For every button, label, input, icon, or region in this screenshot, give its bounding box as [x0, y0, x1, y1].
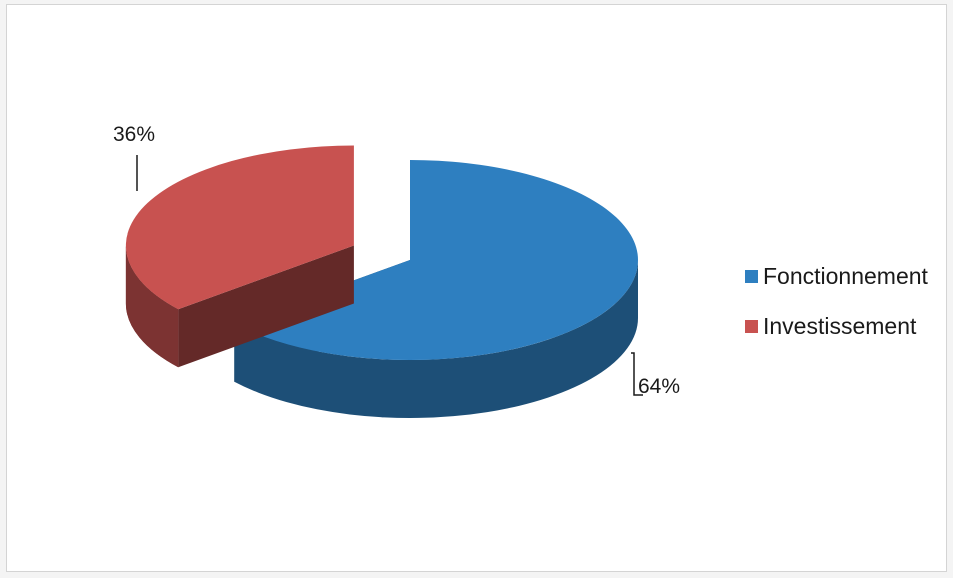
- legend: Fonctionnement Investissement: [745, 261, 928, 361]
- legend-item-fonctionnement: Fonctionnement: [745, 261, 928, 291]
- slice-investissement: [125, 145, 354, 368]
- legend-item-investissement: Investissement: [745, 311, 928, 341]
- data-label-investissement: 36%: [113, 123, 155, 146]
- chart-area: 64% 36% Fonctionnement Investissement: [6, 4, 947, 572]
- legend-label-fonctionnement: Fonctionnement: [763, 262, 928, 289]
- leader-line-fonctionnement: [631, 352, 643, 396]
- slice-outer-wall: [234, 260, 638, 418]
- legend-swatch-investissement: [745, 319, 758, 333]
- pie-chart: 64% 36%: [113, 123, 680, 418]
- slice-side-wall: [178, 245, 354, 368]
- data-label-fonctionnement: 64%: [638, 375, 680, 398]
- slice-outer-wall: [125, 245, 179, 368]
- legend-label-investissement: Investissement: [763, 312, 917, 339]
- slice-top-face: [125, 145, 354, 310]
- legend-swatch-fonctionnement: [745, 269, 758, 283]
